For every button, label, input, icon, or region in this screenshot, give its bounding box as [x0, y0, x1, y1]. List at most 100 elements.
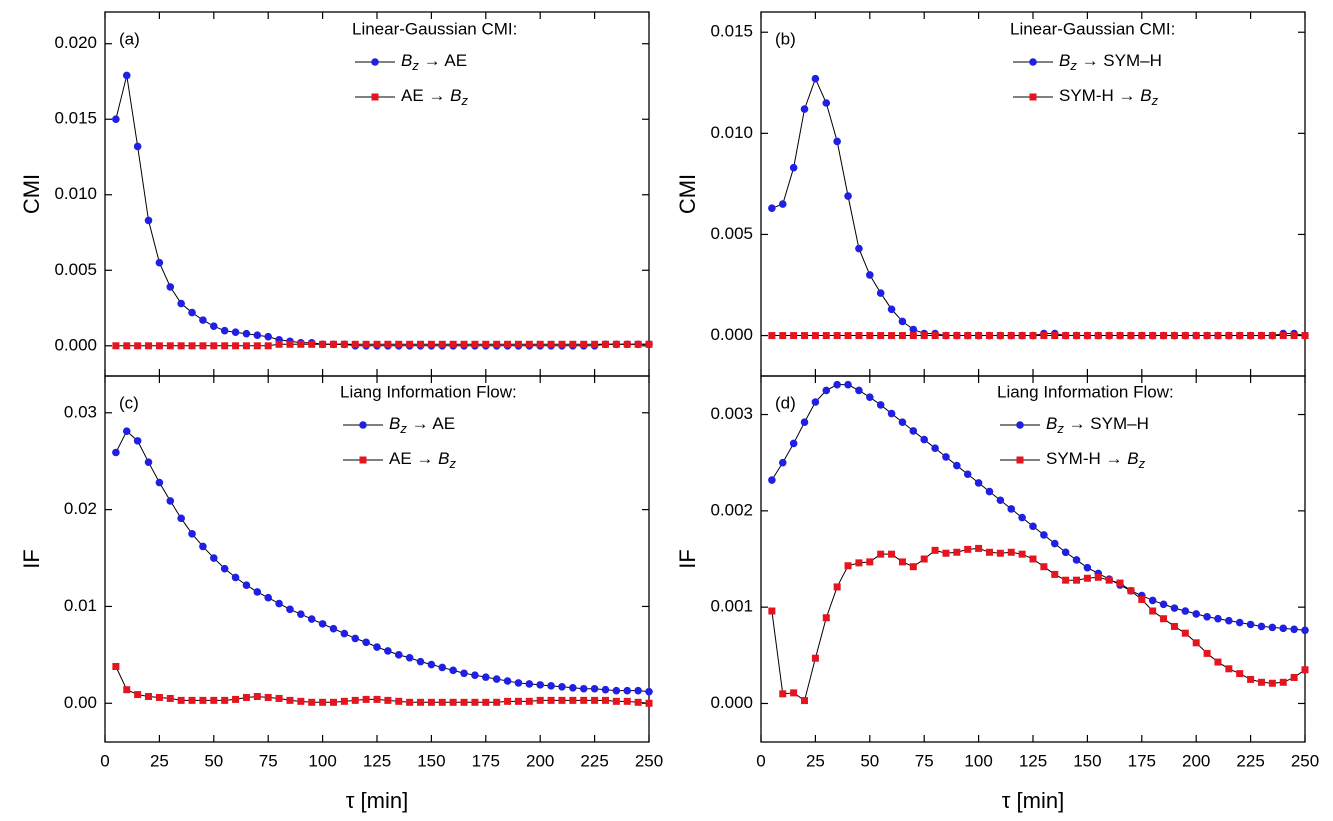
data-point — [438, 663, 447, 672]
data-point — [1236, 332, 1244, 340]
data-point — [329, 340, 337, 348]
data-point — [417, 340, 425, 348]
data-point — [395, 697, 403, 705]
legend-marker — [371, 58, 379, 66]
data-point — [1094, 573, 1102, 581]
legend-title: Liang Information Flow: — [340, 382, 517, 401]
data-point — [155, 342, 163, 350]
data-point — [307, 615, 316, 623]
data-point — [482, 340, 490, 348]
data-point — [855, 244, 863, 253]
data-point — [362, 695, 370, 703]
data-point — [1138, 332, 1146, 340]
data-point — [112, 342, 120, 350]
legend-label: AE → Bz — [401, 86, 468, 108]
data-point — [1247, 332, 1255, 340]
data-point — [177, 696, 185, 704]
data-point — [210, 696, 218, 704]
data-point — [779, 690, 787, 698]
data-point — [1007, 548, 1015, 556]
data-point — [155, 693, 163, 701]
y-tick-label: 0.003 — [710, 404, 753, 423]
data-point — [177, 342, 185, 350]
data-point — [801, 332, 809, 340]
data-point — [898, 317, 907, 326]
data-point — [242, 581, 251, 589]
data-point — [1018, 550, 1026, 558]
data-point — [1225, 332, 1233, 340]
y-axis-label: CMI — [19, 174, 44, 214]
data-point — [558, 340, 566, 348]
data-point — [362, 340, 370, 348]
data-point — [384, 647, 392, 655]
data-point — [1029, 555, 1037, 563]
data-point — [199, 316, 207, 324]
data-point — [1138, 595, 1146, 603]
data-point — [811, 74, 820, 83]
data-point — [362, 638, 370, 647]
data-point — [1127, 332, 1135, 340]
y-tick-label: 0.002 — [710, 500, 753, 519]
data-point — [866, 271, 874, 279]
data-point — [1149, 332, 1157, 340]
y-tick-label: 0.020 — [54, 33, 97, 52]
data-point — [547, 340, 555, 348]
data-point — [264, 332, 273, 341]
data-point — [1160, 615, 1168, 623]
data-point — [438, 698, 446, 706]
data-point — [231, 328, 240, 336]
data-point — [1127, 587, 1135, 595]
data-point — [416, 657, 425, 666]
x-tick-label: 150 — [1073, 751, 1101, 770]
legend-label: Bz → SYM–H — [1059, 51, 1162, 73]
data-point — [232, 342, 240, 350]
data-point — [547, 682, 555, 690]
data-point — [1116, 332, 1124, 340]
data-point — [789, 439, 798, 448]
data-point — [427, 340, 435, 348]
data-point — [340, 340, 348, 348]
data-point — [920, 435, 928, 444]
data-point — [210, 322, 218, 330]
data-point — [1290, 332, 1298, 340]
data-point — [340, 629, 349, 638]
data-point — [569, 340, 577, 348]
data-point — [942, 549, 950, 557]
data-point — [492, 675, 501, 683]
data-point — [623, 686, 632, 695]
data-point — [590, 684, 599, 693]
data-point — [591, 696, 599, 704]
legend-label: Bz → AE — [401, 51, 467, 73]
x-tick-label: 100 — [964, 751, 992, 770]
data-point — [145, 692, 153, 700]
data-point — [264, 342, 272, 350]
data-point — [253, 692, 261, 700]
data-point — [844, 380, 852, 389]
y-tick-label: 0.02 — [64, 499, 97, 518]
data-point — [308, 698, 316, 706]
data-point — [504, 697, 512, 705]
data-point — [253, 588, 262, 596]
data-point — [1170, 332, 1178, 340]
legend-label: SYM-H → Bz — [1059, 86, 1159, 108]
data-point — [1203, 612, 1211, 621]
data-point — [319, 698, 327, 706]
data-point — [1214, 658, 1222, 666]
data-point — [514, 340, 522, 348]
data-point — [144, 216, 153, 225]
data-point — [1257, 332, 1265, 340]
data-point — [1148, 596, 1157, 605]
data-point — [340, 697, 348, 705]
data-point — [612, 340, 620, 348]
plot-frame — [760, 11, 1306, 377]
data-point — [876, 289, 885, 297]
data-point — [800, 105, 809, 113]
data-point — [286, 340, 294, 348]
data-point — [547, 696, 555, 704]
plot-frame — [104, 11, 650, 377]
data-point — [645, 340, 653, 348]
data-point — [144, 458, 153, 466]
data-point — [1040, 563, 1048, 571]
data-point — [1225, 616, 1233, 625]
data-point — [1192, 639, 1200, 647]
